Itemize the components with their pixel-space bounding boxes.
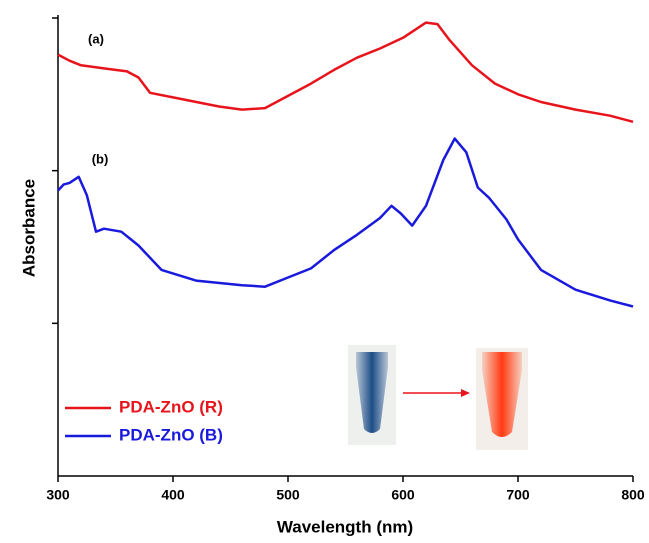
x-tick-label: 300 — [46, 487, 70, 503]
line-series — [57, 137, 634, 308]
legend-label: PDA-ZnO (R) — [119, 397, 223, 416]
arrow-head — [461, 389, 470, 397]
x-tick-label: 700 — [506, 487, 530, 503]
x-tick-label: 800 — [621, 487, 645, 503]
annotation: (a) — [88, 31, 104, 46]
line-series — [57, 21, 634, 124]
inset-photos — [348, 345, 528, 450]
legend-label: PDA-ZnO (B) — [119, 425, 223, 444]
tube-red — [482, 352, 522, 437]
annotation: (b) — [92, 151, 109, 166]
x-axis-title: Wavelength (nm) — [277, 517, 413, 536]
tube-blue — [356, 352, 388, 433]
x-tick-label: 600 — [391, 487, 415, 503]
x-tick-label: 500 — [276, 487, 300, 503]
x-tick-label: 400 — [161, 487, 185, 503]
y-axis-title: Absorbance — [19, 179, 38, 277]
